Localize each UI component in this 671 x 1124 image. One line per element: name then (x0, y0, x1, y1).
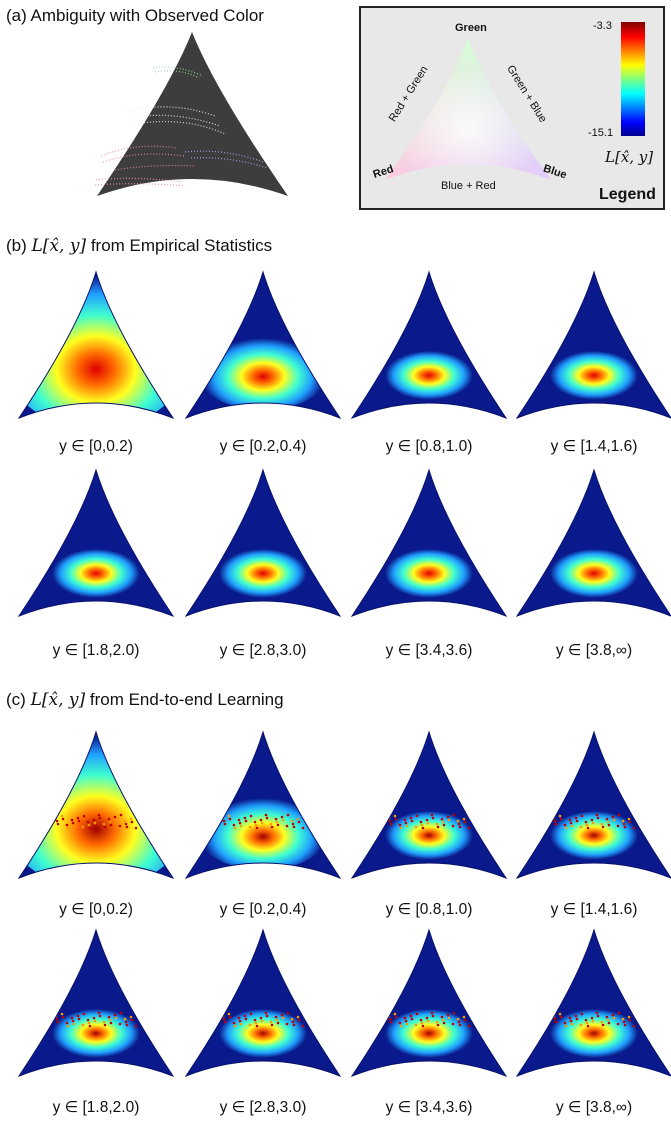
panel-c-label: (c) (6, 690, 26, 709)
heatmap-caption: y ∈ [0,0.2) (59, 901, 133, 918)
colorbar-min-label: -15.1 (588, 127, 614, 139)
heatmap-caption: y ∈ [3.4,3.6) (385, 642, 473, 659)
heatmap-caption: y ∈ [0,0.2) (59, 438, 133, 455)
heatmap-panel-b-3 (516, 270, 671, 419)
heatmap-caption: y ∈ [1.4,1.6) (550, 901, 638, 918)
ambiguity-triangle (95, 32, 288, 196)
heatmap-panel-c-5 (185, 928, 341, 1077)
heatmap-panel-b-4 (18, 468, 174, 617)
heatmap-panel-b-2 (351, 270, 507, 419)
colorbar-max-label: -3.3 (593, 20, 612, 32)
heatmap-panel-c-4 (18, 928, 174, 1077)
heatmap-panel-b-0 (18, 270, 174, 419)
heatmap-caption: y ∈ [0.2,0.4) (219, 438, 307, 455)
colorbar (621, 22, 645, 136)
legend-title: Legend (599, 186, 656, 203)
heatmap-panel-b-5 (185, 468, 341, 617)
panel-b-title: (b) L[x̂, y] from Empirical Statistics (6, 236, 272, 256)
heatmap-panel-b-7 (516, 468, 671, 617)
legend-vertex-green: Green (455, 22, 487, 34)
heatmap-panel-c-1 (185, 730, 341, 879)
heatmap-panel-b-1 (185, 270, 341, 419)
heatmap-caption: y ∈ [0.8,1.0) (385, 438, 473, 455)
heatmap-caption: y ∈ [2.8,3.0) (219, 1099, 307, 1116)
heatmap-panel-b-6 (351, 468, 507, 617)
heatmap-caption: y ∈ [1.4,1.6) (550, 438, 638, 455)
heatmap-caption: y ∈ [1.8,2.0) (52, 1099, 140, 1116)
heatmap-caption: y ∈ [0.8,1.0) (385, 901, 473, 918)
color-triangle (385, 38, 551, 180)
colorbar-axis-label: L[x̂, y] (605, 148, 654, 166)
legend-edge-blue-red: Blue + Red (441, 180, 496, 192)
heatmap-caption: y ∈ [3.4,3.6) (385, 1099, 473, 1116)
heatmap-caption: y ∈ [3.8,∞) (555, 1099, 633, 1116)
ambiguity-scatter (95, 66, 268, 187)
heatmap-panel-c-0 (18, 730, 174, 879)
panel-c-math: L[x̂, y] (30, 690, 86, 710)
heatmap-panel-c-3 (516, 730, 671, 879)
heatmap-caption: y ∈ [0.2,0.4) (219, 901, 307, 918)
panel-b-label: (b) (6, 236, 27, 255)
panel-a-title: (a) Ambiguity with Observed Color (6, 6, 264, 25)
panel-b-math: L[x̂, y] (31, 236, 87, 256)
panel-c-title: (c) L[x̂, y] from End-to-end Learning (6, 690, 284, 710)
heatmap-caption: y ∈ [3.8,∞) (555, 642, 633, 659)
legend-box: Green Red Blue Red + Green Green + Blue … (359, 6, 665, 210)
heatmap-caption: y ∈ [2.8,3.0) (219, 642, 307, 659)
panel-c-suffix: from End-to-end Learning (89, 690, 284, 709)
heatmap-panel-c-7 (516, 928, 671, 1077)
heatmap-panel-c-2 (351, 730, 507, 879)
heatmap-caption: y ∈ [1.8,2.0) (52, 642, 140, 659)
heatmap-panel-c-6 (351, 928, 507, 1077)
panel-b-suffix: from Empirical Statistics (90, 236, 273, 255)
